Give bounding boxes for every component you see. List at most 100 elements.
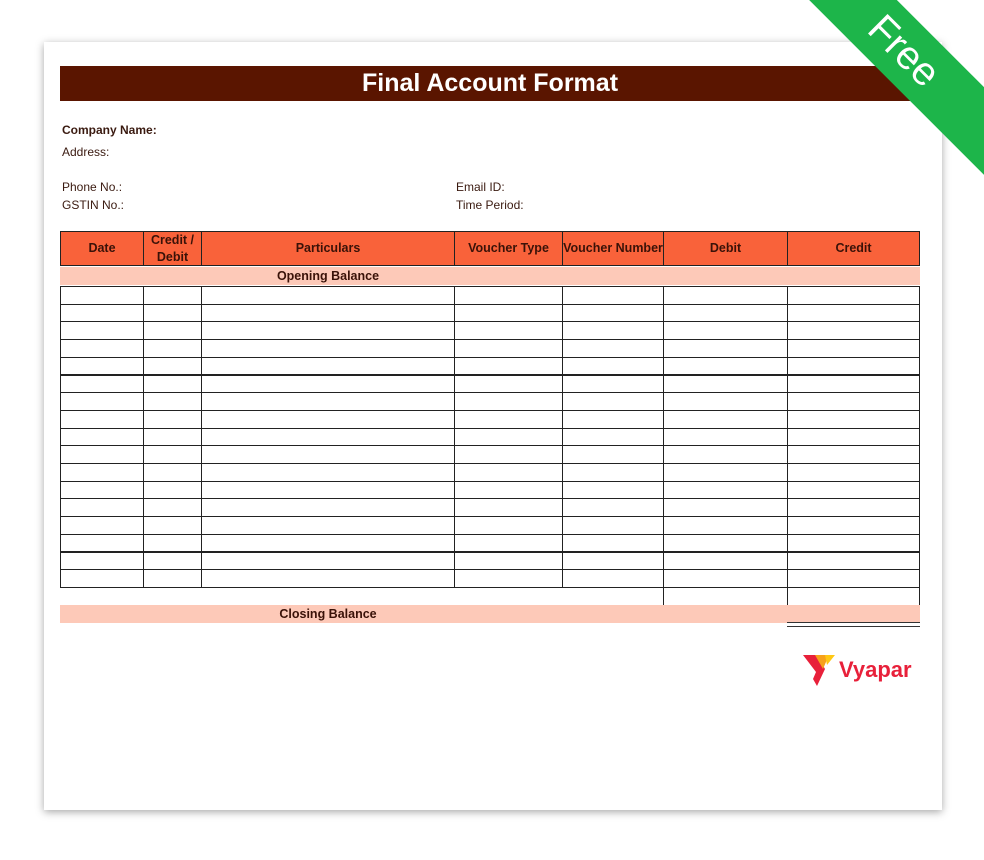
cell-credit-debit[interactable] (143, 480, 202, 500)
cell-date[interactable] (60, 480, 144, 500)
cell-debit[interactable] (663, 463, 788, 482)
cell-debit[interactable] (663, 409, 788, 429)
cell-credit[interactable] (787, 321, 920, 341)
cell-credit-debit[interactable] (143, 321, 202, 341)
cell-credit[interactable] (787, 339, 920, 358)
cell-particulars[interactable] (201, 480, 455, 500)
cell-credit-debit[interactable] (143, 516, 202, 535)
cell-voucher-type[interactable] (454, 498, 563, 518)
cell-credit-debit[interactable] (143, 427, 202, 447)
cell-voucher-number[interactable] (562, 356, 664, 376)
cell-voucher-number[interactable] (562, 551, 664, 571)
cell-particulars[interactable] (201, 516, 455, 535)
cell-credit[interactable] (787, 303, 920, 323)
cell-debit[interactable] (663, 569, 788, 588)
cell-debit[interactable] (663, 392, 788, 411)
cell-credit-debit[interactable] (143, 286, 202, 305)
cell-credit[interactable] (787, 374, 920, 394)
cell-particulars[interactable] (201, 303, 455, 323)
cell-credit[interactable] (787, 427, 920, 447)
cell-particulars[interactable] (201, 427, 455, 447)
cell-voucher-type[interactable] (454, 303, 563, 323)
cell-voucher-type[interactable] (454, 374, 563, 394)
cell-particulars[interactable] (201, 321, 455, 341)
cell-particulars[interactable] (201, 463, 455, 482)
cell-date[interactable] (60, 392, 144, 411)
cell-voucher-type[interactable] (454, 463, 563, 482)
cell-voucher-type[interactable] (454, 445, 563, 464)
cell-credit[interactable] (787, 356, 920, 376)
cell-particulars[interactable] (201, 339, 455, 358)
cell-voucher-number[interactable] (562, 427, 664, 447)
cell-voucher-number[interactable] (562, 516, 664, 535)
cell-voucher-type[interactable] (454, 533, 563, 553)
cell-credit-debit[interactable] (143, 551, 202, 571)
cell-debit[interactable] (663, 480, 788, 500)
cell-credit[interactable] (787, 586, 920, 606)
cell-credit[interactable] (787, 551, 920, 571)
cell-date[interactable] (60, 463, 144, 482)
cell-particulars[interactable] (201, 392, 455, 411)
cell-debit[interactable] (663, 586, 788, 606)
cell-particulars[interactable] (201, 533, 455, 553)
cell-date[interactable] (60, 303, 144, 323)
cell-voucher-type[interactable] (454, 286, 563, 305)
cell-credit[interactable] (787, 409, 920, 429)
cell-debit[interactable] (663, 286, 788, 305)
cell-credit-debit[interactable] (143, 356, 202, 376)
cell-credit[interactable] (787, 286, 920, 305)
cell-date[interactable] (60, 551, 144, 571)
cell-voucher-type[interactable] (454, 339, 563, 358)
cell-voucher-number[interactable] (562, 498, 664, 518)
cell-voucher-type[interactable] (454, 321, 563, 341)
cell-particulars[interactable] (201, 374, 455, 394)
cell-debit[interactable] (663, 374, 788, 394)
cell-credit[interactable] (787, 392, 920, 411)
cell-credit-debit[interactable] (143, 303, 202, 323)
cell-voucher-number[interactable] (562, 480, 664, 500)
cell-debit[interactable] (663, 445, 788, 464)
cell-voucher-type[interactable] (454, 392, 563, 411)
cell-debit[interactable] (663, 339, 788, 358)
cell-particulars[interactable] (201, 498, 455, 518)
cell-voucher-number[interactable] (562, 392, 664, 411)
cell-credit[interactable] (787, 569, 920, 588)
cell-date[interactable] (60, 516, 144, 535)
cell-date[interactable] (60, 445, 144, 464)
cell-date[interactable] (60, 569, 144, 588)
cell-voucher-number[interactable] (562, 339, 664, 358)
cell-debit[interactable] (663, 303, 788, 323)
cell-voucher-type[interactable] (454, 427, 563, 447)
cell-credit-debit[interactable] (143, 463, 202, 482)
cell-debit[interactable] (663, 321, 788, 341)
cell-voucher-type[interactable] (454, 569, 563, 588)
cell-particulars[interactable] (201, 445, 455, 464)
cell-debit[interactable] (663, 427, 788, 447)
cell-voucher-number[interactable] (562, 445, 664, 464)
cell-credit[interactable] (787, 480, 920, 500)
cell-debit[interactable] (663, 498, 788, 518)
cell-voucher-type[interactable] (454, 516, 563, 535)
cell-credit-debit[interactable] (143, 409, 202, 429)
cell-voucher-number[interactable] (562, 569, 664, 588)
cell-credit-debit[interactable] (143, 339, 202, 358)
cell-voucher-number[interactable] (562, 533, 664, 553)
cell-voucher-number[interactable] (562, 409, 664, 429)
cell-credit[interactable] (787, 516, 920, 535)
cell-credit-debit[interactable] (143, 392, 202, 411)
cell-voucher-number[interactable] (562, 463, 664, 482)
cell-voucher-type[interactable] (454, 356, 563, 376)
cell-credit-debit[interactable] (143, 498, 202, 518)
cell-credit-debit[interactable] (143, 569, 202, 588)
cell-voucher-type[interactable] (454, 480, 563, 500)
cell-date[interactable] (60, 321, 144, 341)
cell-credit[interactable] (787, 498, 920, 518)
cell-particulars[interactable] (201, 356, 455, 376)
cell-credit-debit[interactable] (143, 374, 202, 394)
cell-particulars[interactable] (201, 569, 455, 588)
cell-credit-debit[interactable] (143, 533, 202, 553)
cell-date[interactable] (60, 427, 144, 447)
cell-voucher-number[interactable] (562, 303, 664, 323)
cell-date[interactable] (60, 409, 144, 429)
cell-debit[interactable] (663, 533, 788, 553)
